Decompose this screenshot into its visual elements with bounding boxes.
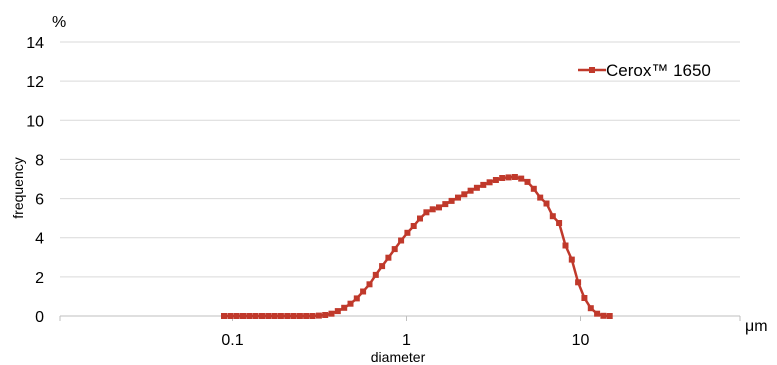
data-point — [290, 313, 297, 319]
data-point — [328, 310, 335, 317]
data-point — [511, 174, 518, 180]
data-point — [417, 215, 423, 222]
y-tick-label: 14 — [26, 35, 44, 52]
data-point — [360, 288, 367, 295]
y-tick-label: 0 — [35, 309, 44, 326]
data-point — [334, 308, 341, 315]
data-point — [322, 312, 329, 318]
data-point — [549, 213, 556, 220]
x-unit-label: μm — [745, 318, 768, 335]
data-point — [423, 209, 430, 216]
data-point — [309, 313, 316, 319]
x-axis-title: diameter — [371, 349, 426, 365]
data-point — [372, 271, 379, 278]
data-point — [505, 174, 512, 181]
data-point — [480, 181, 487, 188]
x-tick-label: 0.1 — [221, 332, 243, 349]
gridlines — [60, 41, 740, 278]
data-point — [442, 201, 449, 208]
data-point — [410, 223, 417, 229]
data-point — [277, 313, 284, 319]
data-point — [233, 313, 240, 319]
data-point — [341, 304, 348, 311]
legend-label: Cerox™ 1650 — [606, 61, 711, 80]
data-point — [606, 313, 613, 319]
y-tick-label: 2 — [35, 270, 44, 287]
data-point — [429, 206, 436, 213]
y-tick-label: 4 — [35, 231, 44, 248]
y-tick-label: 8 — [35, 152, 44, 169]
data-point — [587, 305, 594, 312]
data-point — [448, 197, 455, 204]
data-point — [499, 175, 506, 181]
data-point — [581, 295, 588, 301]
data-point — [303, 313, 310, 319]
data-point — [259, 313, 265, 319]
data-point — [246, 313, 253, 319]
data-point — [455, 194, 461, 201]
data-point — [398, 237, 405, 244]
data-point — [568, 256, 575, 263]
data-point — [461, 191, 468, 198]
legend: Cerox™ 1650 — [578, 61, 711, 80]
series-line — [221, 174, 613, 319]
data-point — [404, 229, 411, 236]
data-point — [575, 279, 582, 286]
data-point — [518, 175, 525, 182]
data-point — [391, 246, 398, 253]
data-point — [492, 177, 499, 183]
y-unit-label: % — [52, 14, 66, 31]
data-point — [284, 313, 291, 319]
data-point — [296, 313, 303, 319]
y-tick-label: 10 — [26, 113, 44, 130]
data-point — [594, 310, 601, 317]
data-point — [240, 313, 246, 319]
x-tick-label: 1 — [402, 332, 411, 349]
data-point — [600, 312, 607, 319]
data-point — [221, 313, 227, 319]
data-point — [543, 200, 550, 207]
y-axis-title: frequency — [10, 157, 26, 218]
data-point — [379, 263, 386, 270]
data-point — [252, 313, 259, 319]
y-tick-label: 12 — [26, 74, 44, 91]
data-point — [467, 187, 474, 194]
data-point — [271, 313, 278, 319]
data-point — [315, 312, 322, 319]
y-axis-ticks: 0 2 4 6 8 10 12 14 — [26, 35, 44, 326]
data-point — [473, 184, 480, 191]
data-point — [366, 281, 373, 288]
y-tick-label: 6 — [35, 192, 44, 209]
series-line-0 — [224, 175, 610, 318]
data-point — [436, 204, 442, 211]
x-axis-ticks: 0.1 1 10 — [59, 316, 741, 349]
data-point — [524, 178, 531, 185]
data-point — [347, 300, 354, 307]
data-point — [537, 194, 544, 201]
data-point — [486, 179, 493, 186]
data-point — [562, 242, 569, 249]
x-tick-label: 10 — [572, 332, 590, 349]
data-point — [227, 313, 234, 319]
legend-marker-swatch — [589, 67, 595, 73]
data-point — [556, 220, 563, 226]
data-point — [385, 254, 392, 261]
data-point — [530, 185, 537, 192]
data-point — [353, 295, 360, 302]
data-point — [265, 313, 272, 319]
